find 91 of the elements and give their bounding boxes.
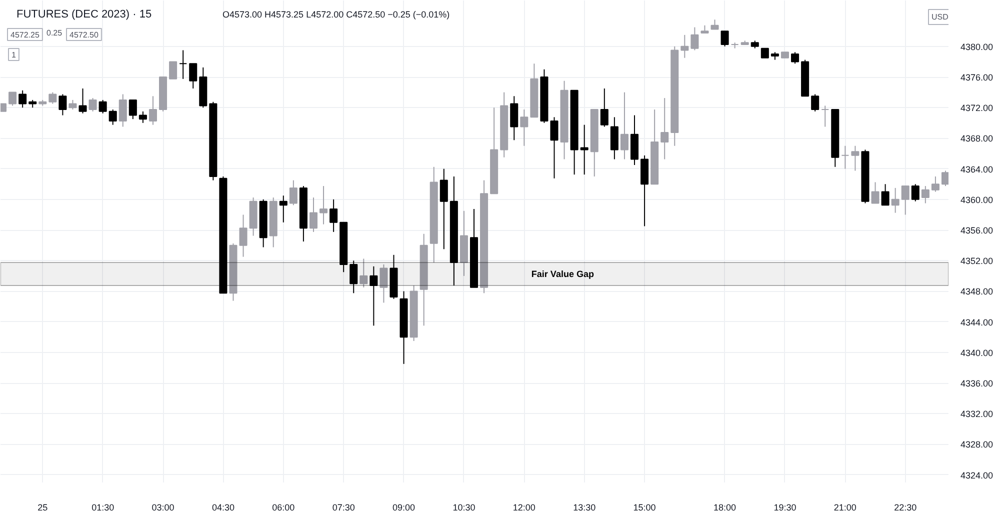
band-label: Fair Value Gap: [531, 269, 594, 280]
y-tick-label: 4340.00: [960, 348, 994, 358]
y-tick-label: 4336.00: [960, 378, 994, 389]
candlestick: [309, 197, 318, 232]
y-tick-label: 4324.00: [960, 470, 994, 480]
annotation: 0.25: [46, 28, 63, 38]
candlestick: [871, 182, 880, 204]
candlestick: [510, 96, 518, 141]
candlestick: [620, 92, 628, 160]
x-tick-label: 18:00: [714, 502, 736, 512]
x-tick-label: 07:30: [332, 502, 355, 512]
candlestick: [921, 186, 930, 204]
candlestick: [440, 168, 448, 250]
y-tick-label: 4352.00: [960, 256, 994, 266]
x-tick-label: 09:00: [392, 502, 416, 512]
y-tick-label: 4356.00: [960, 226, 994, 236]
x-tick-label: 21:00: [834, 502, 856, 512]
x-tick-label: 01:30: [92, 502, 114, 512]
candlestick: [118, 94, 127, 128]
annotation: 4572.50: [70, 30, 99, 40]
candlestick: [841, 145, 850, 170]
candlestick: [851, 145, 860, 172]
x-tick-label: 06:00: [272, 502, 295, 512]
candlestick: [108, 109, 117, 126]
candlestick: [941, 170, 948, 187]
x-tick-label: 22:30: [894, 502, 917, 512]
candlestick: [289, 180, 298, 206]
y-tick-label: 4348.00: [960, 286, 994, 297]
candlestick: [380, 264, 388, 304]
y-tick-label: 4344.00: [960, 317, 994, 328]
candlestick: [128, 99, 137, 120]
candlestick: [320, 186, 328, 225]
candlestick: [8, 92, 17, 106]
candlestick: [68, 99, 77, 110]
candlestick: [148, 96, 157, 126]
candlestick: [791, 52, 800, 64]
candlestick: [330, 198, 338, 232]
candlestick: [179, 50, 188, 80]
annotation: USD: [932, 12, 949, 22]
candlestick: [600, 88, 608, 128]
y-tick-label: 4376.00: [960, 72, 994, 83]
x-tick-label: 19:30: [774, 502, 796, 512]
candlestick: [710, 19, 719, 30]
x-tick-label: 04:30: [212, 502, 234, 512]
x-tick-label: 25: [38, 502, 48, 512]
candlestick: [891, 187, 900, 214]
text: O4573.00 H4573.25 L4572.00 C4572.50 −0.25 (−0.01%): [222, 10, 450, 20]
candlestick: [350, 260, 358, 294]
y-tick-label: 4360.00: [960, 194, 994, 205]
y-tick-label: 4364.00: [960, 164, 994, 174]
candlestick: [901, 186, 910, 216]
candlestick: [18, 90, 27, 108]
x-tick-label: 10:30: [452, 502, 476, 512]
candlestick: [610, 116, 618, 160]
candlestick: [239, 214, 248, 258]
x-tick-label: 15:00: [633, 502, 656, 512]
x-tick-label: 03:00: [152, 502, 174, 512]
candlestick: [58, 94, 67, 116]
y-tick-label: 4380.00: [960, 42, 994, 52]
text: FUTURES (DEC 2023) · 15: [16, 8, 152, 20]
candlestick: [580, 124, 588, 176]
candlestick: [78, 88, 87, 114]
candlestick: [660, 98, 669, 160]
y-tick-label: 4372.00: [960, 103, 994, 114]
candlestick: [279, 195, 288, 223]
y-tick-label: 4368.00: [960, 134, 994, 144]
candlestick: [189, 63, 198, 89]
candlestick: [88, 98, 97, 112]
candlestick: [720, 30, 729, 47]
annotation: 1: [12, 50, 16, 60]
candlestick: [138, 110, 147, 124]
candlestick: [680, 34, 689, 58]
candlestick: [520, 109, 528, 146]
candlestick: [760, 48, 769, 58]
candlestick: [48, 92, 57, 104]
candlestick: [360, 258, 368, 288]
candlestick: [98, 99, 107, 114]
candlestick: [821, 105, 830, 128]
candlestick: [931, 176, 940, 192]
candlestick: [881, 184, 890, 206]
candlestick: [811, 94, 820, 112]
y-tick-label: 4328.00: [960, 440, 994, 450]
candlestick: [690, 26, 699, 51]
candlestick: [911, 184, 920, 202]
y-tick-label: 4332.00: [960, 409, 994, 420]
candlestick: [169, 61, 178, 80]
x-tick-label: 12:00: [512, 502, 536, 512]
x-tick-label: 13:30: [573, 502, 596, 512]
candlestick: [550, 116, 558, 179]
annotation: 4572.25: [10, 30, 40, 40]
candlestick: [370, 266, 378, 326]
